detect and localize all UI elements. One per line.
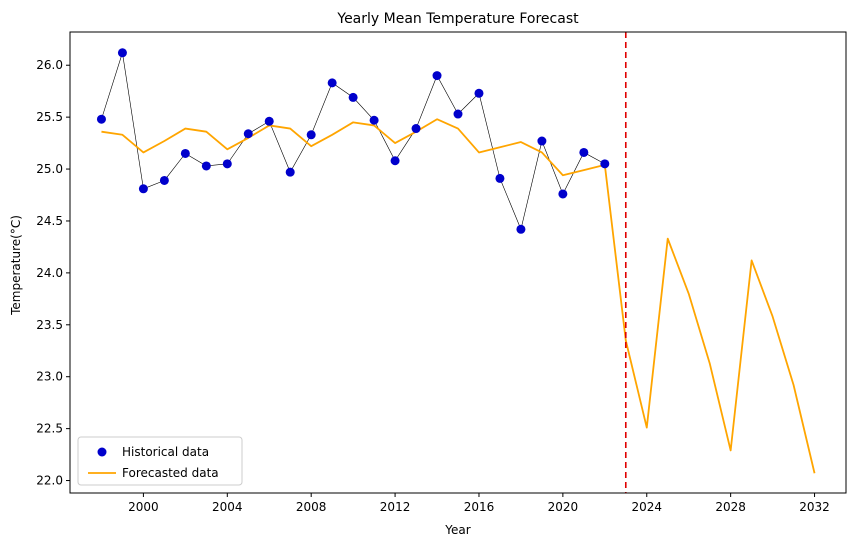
historical-point-2014 <box>432 71 442 81</box>
historical-point-2020 <box>558 189 568 199</box>
y-tick-label-24: 24.0 <box>36 266 63 280</box>
historical-point-2010 <box>348 92 358 102</box>
y-tick-label-23: 23.0 <box>36 370 63 384</box>
x-tick-label-2008: 2008 <box>296 500 327 514</box>
historical-point-2004 <box>222 159 232 169</box>
axes: 2000 2004 2008 2012 2016 2020 2024 2028 2032 22.0… <box>36 31 847 514</box>
y-tick-label-23.5: 23.5 <box>36 318 63 332</box>
historical-point-2002 <box>180 148 190 158</box>
y-tick-label-25: 25.0 <box>36 162 63 176</box>
historical-point-2000 <box>138 184 148 194</box>
y-tick-label-22: 22.0 <box>36 474 63 488</box>
plot-area <box>96 32 816 493</box>
historical-point-2011 <box>369 115 379 125</box>
historical-point-2008 <box>306 130 316 140</box>
historical-point-2019 <box>537 136 547 146</box>
x-tick-label-2004: 2004 <box>212 500 243 514</box>
historical-point-2009 <box>327 78 337 88</box>
y-tick-label-22.5: 22.5 <box>36 422 63 436</box>
historical-point-2021 <box>579 147 589 157</box>
historical-point-2017 <box>495 173 505 183</box>
historical-point-2015 <box>453 109 463 119</box>
y-tick-label-24.5: 24.5 <box>36 214 63 228</box>
y-tick-label-26: 26.0 <box>36 58 63 72</box>
x-tick-label-2024: 2024 <box>631 500 662 514</box>
historical-point-2005 <box>243 129 253 139</box>
chart-title: Yearly Mean Temperature Forecast <box>336 11 579 27</box>
x-tick-label-2020: 2020 <box>548 500 579 514</box>
historical-point-2012 <box>390 156 400 166</box>
y-axis-label: Temperature(°C) <box>9 215 23 316</box>
historical-point-2006 <box>264 116 274 126</box>
legend: Historical data Forecasted data <box>77 436 243 486</box>
historical-point-2013 <box>411 124 421 134</box>
historical-point-2007 <box>285 167 295 177</box>
historical-point-1999 <box>117 48 127 58</box>
historical-point-2001 <box>159 175 169 185</box>
historical-point-2018 <box>516 224 526 234</box>
historical-point-2003 <box>201 161 211 171</box>
historical-point-1998 <box>96 114 106 124</box>
x-axis-label: Year <box>444 523 470 537</box>
forecast-series-line <box>101 118 816 474</box>
legend-historical-label: Historical data <box>122 445 209 459</box>
legend-forecast-label: Forecasted data <box>122 466 219 480</box>
historical-point-2016 <box>474 88 484 98</box>
x-tick-label-2016: 2016 <box>464 500 495 514</box>
x-tick-label-2032: 2032 <box>799 500 830 514</box>
x-tick-label-2028: 2028 <box>715 500 746 514</box>
y-tick-label-25.5: 25.5 <box>36 110 63 124</box>
plot-frame <box>69 31 847 494</box>
x-tick-label-2012: 2012 <box>380 500 411 514</box>
historical-connecting-line <box>101 52 605 231</box>
x-tick-label-2000: 2000 <box>128 500 159 514</box>
historical-point-2022 <box>600 159 610 169</box>
legend-historical-marker <box>97 447 107 457</box>
legend-box <box>77 436 243 486</box>
